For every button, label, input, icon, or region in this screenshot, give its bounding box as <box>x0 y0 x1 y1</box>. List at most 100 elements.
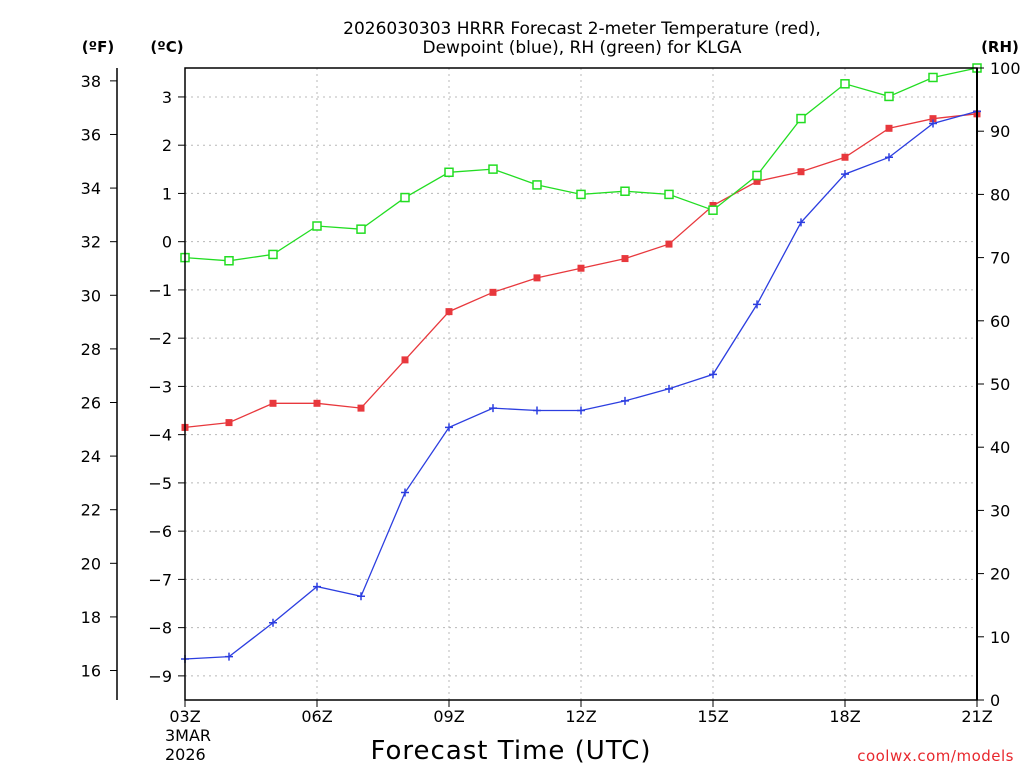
dewpoint-point <box>841 170 849 179</box>
rh-tick-label: 10 <box>990 628 1010 647</box>
x-tick-label: 09Z <box>433 707 464 726</box>
dewpoint-point <box>709 370 717 379</box>
dewpoint-point <box>225 652 233 661</box>
x-tick-label: 15Z <box>697 707 728 726</box>
temperature-point <box>841 153 849 161</box>
dewpoint-point <box>269 618 277 627</box>
fahrenheit-tick-label: 20 <box>81 554 101 573</box>
fahrenheit-tick-label: 34 <box>81 179 101 198</box>
dewpoint-point <box>357 592 365 601</box>
rh-point <box>796 113 806 124</box>
rh-tick-label: 40 <box>990 438 1010 457</box>
rh-point <box>444 167 454 178</box>
celsius-tick-label: 1 <box>162 184 172 203</box>
dewpoint-point <box>885 153 893 162</box>
dewpoint-point <box>401 488 409 497</box>
celsius-tick-label: 3 <box>162 88 172 107</box>
temperature-point <box>753 177 761 185</box>
celsius-tick-label: −1 <box>148 281 172 300</box>
x-tick-label: 06Z <box>301 707 332 726</box>
fahrenheit-tick-label: 30 <box>81 286 101 305</box>
rh-point <box>840 79 850 89</box>
temperature-point <box>269 399 277 407</box>
x-axis-title: Forecast Time (UTC) <box>370 736 651 766</box>
temperature-point <box>665 240 673 248</box>
dewpoint-point <box>929 119 937 128</box>
rh-point <box>664 189 674 200</box>
fahrenheit-tick-label: 32 <box>81 233 101 252</box>
rh-point <box>268 249 278 260</box>
celsius-tick-label: −5 <box>148 474 172 493</box>
temperature-point <box>401 356 409 364</box>
temperature-point <box>885 124 893 132</box>
rh-tick-label: 0 <box>990 691 1000 710</box>
rh-tick-label: 70 <box>990 249 1010 268</box>
dewpoint-point <box>621 396 629 405</box>
fahrenheit-tick-label: 16 <box>81 662 101 681</box>
celsius-tick-label: −4 <box>148 426 172 445</box>
celsius-tick-label: −8 <box>148 619 172 638</box>
rh-tick-label: 60 <box>990 312 1010 331</box>
rh-point <box>884 91 894 102</box>
rh-point <box>312 221 322 231</box>
fahrenheit-tick-label: 26 <box>81 393 101 412</box>
dewpoint-point <box>533 406 541 415</box>
celsius-tick-label: −7 <box>148 570 172 589</box>
x-date-label-year: 2026 <box>165 745 206 764</box>
temperature-point <box>533 274 541 282</box>
fahrenheit-tick-label: 22 <box>81 501 101 520</box>
rh-tick-label: 50 <box>990 375 1010 394</box>
dewpoint-point <box>665 384 673 393</box>
dewpoint-point <box>445 423 453 432</box>
axis-ticks <box>110 67 984 707</box>
rh-point <box>488 164 498 174</box>
celsius-tick-label: −9 <box>148 667 172 686</box>
celsius-tick-label: −6 <box>148 522 172 541</box>
rh-point <box>532 180 542 190</box>
temperature-point <box>357 404 365 412</box>
temperature-point <box>929 115 937 123</box>
x-tick-label: 03Z <box>169 707 200 726</box>
fahrenheit-tick-label: 38 <box>81 72 101 91</box>
temperature-point <box>577 264 585 272</box>
rh-point <box>576 189 586 200</box>
dewpoint-point <box>753 300 761 309</box>
temperature-point <box>225 419 233 427</box>
temperature-point <box>313 399 321 407</box>
temperature-point <box>489 288 497 296</box>
rh-point <box>224 256 234 266</box>
rh-point <box>620 186 630 196</box>
x-tick-label: 21Z <box>961 707 992 726</box>
x-tick-label: 18Z <box>829 707 860 726</box>
rh-tick-label: 80 <box>990 185 1010 204</box>
rh-unit-label: (RH) <box>981 38 1019 56</box>
tick-labels: 03Z 06Z 09Z 12Z 15Z 18Z 21Z3210−1−2−3−4−5−6−7−… <box>81 59 1021 726</box>
rh-point <box>356 224 366 234</box>
rh-tick-label: 90 <box>990 122 1010 141</box>
rh-point <box>708 205 718 215</box>
rh-point <box>752 170 762 181</box>
dewpoint-point <box>489 404 497 413</box>
celsius-tick-label: 2 <box>162 136 172 155</box>
plot-frame <box>184 67 978 701</box>
dewpoint-point <box>313 582 321 591</box>
temperature-point <box>797 168 805 176</box>
celsius-tick-label: −3 <box>148 377 172 396</box>
rh-tick-label: 20 <box>990 565 1010 584</box>
celsius-tick-label: 0 <box>162 233 172 252</box>
fahrenheit-tick-label: 24 <box>81 447 101 466</box>
fahrenheit-tick-label: 18 <box>81 608 101 627</box>
grid-lines <box>185 68 977 700</box>
fahrenheit-tick-label: 36 <box>81 125 101 144</box>
rh-tick-label: 30 <box>990 501 1010 520</box>
x-date-label-day: 3MAR <box>165 726 211 745</box>
x-tick-label: 12Z <box>565 707 596 726</box>
credit-text: coolwx.com/models <box>857 747 1014 765</box>
celsius-tick-label: −2 <box>148 329 172 348</box>
chart-title-line1: 2026030303 HRRR Forecast 2-meter Tempera… <box>343 19 821 39</box>
celsius-unit-label: (ºC) <box>150 38 183 56</box>
fahrenheit-unit-label: (ºF) <box>82 38 114 56</box>
rh-point <box>400 192 410 203</box>
dewpoint-point <box>797 218 805 227</box>
